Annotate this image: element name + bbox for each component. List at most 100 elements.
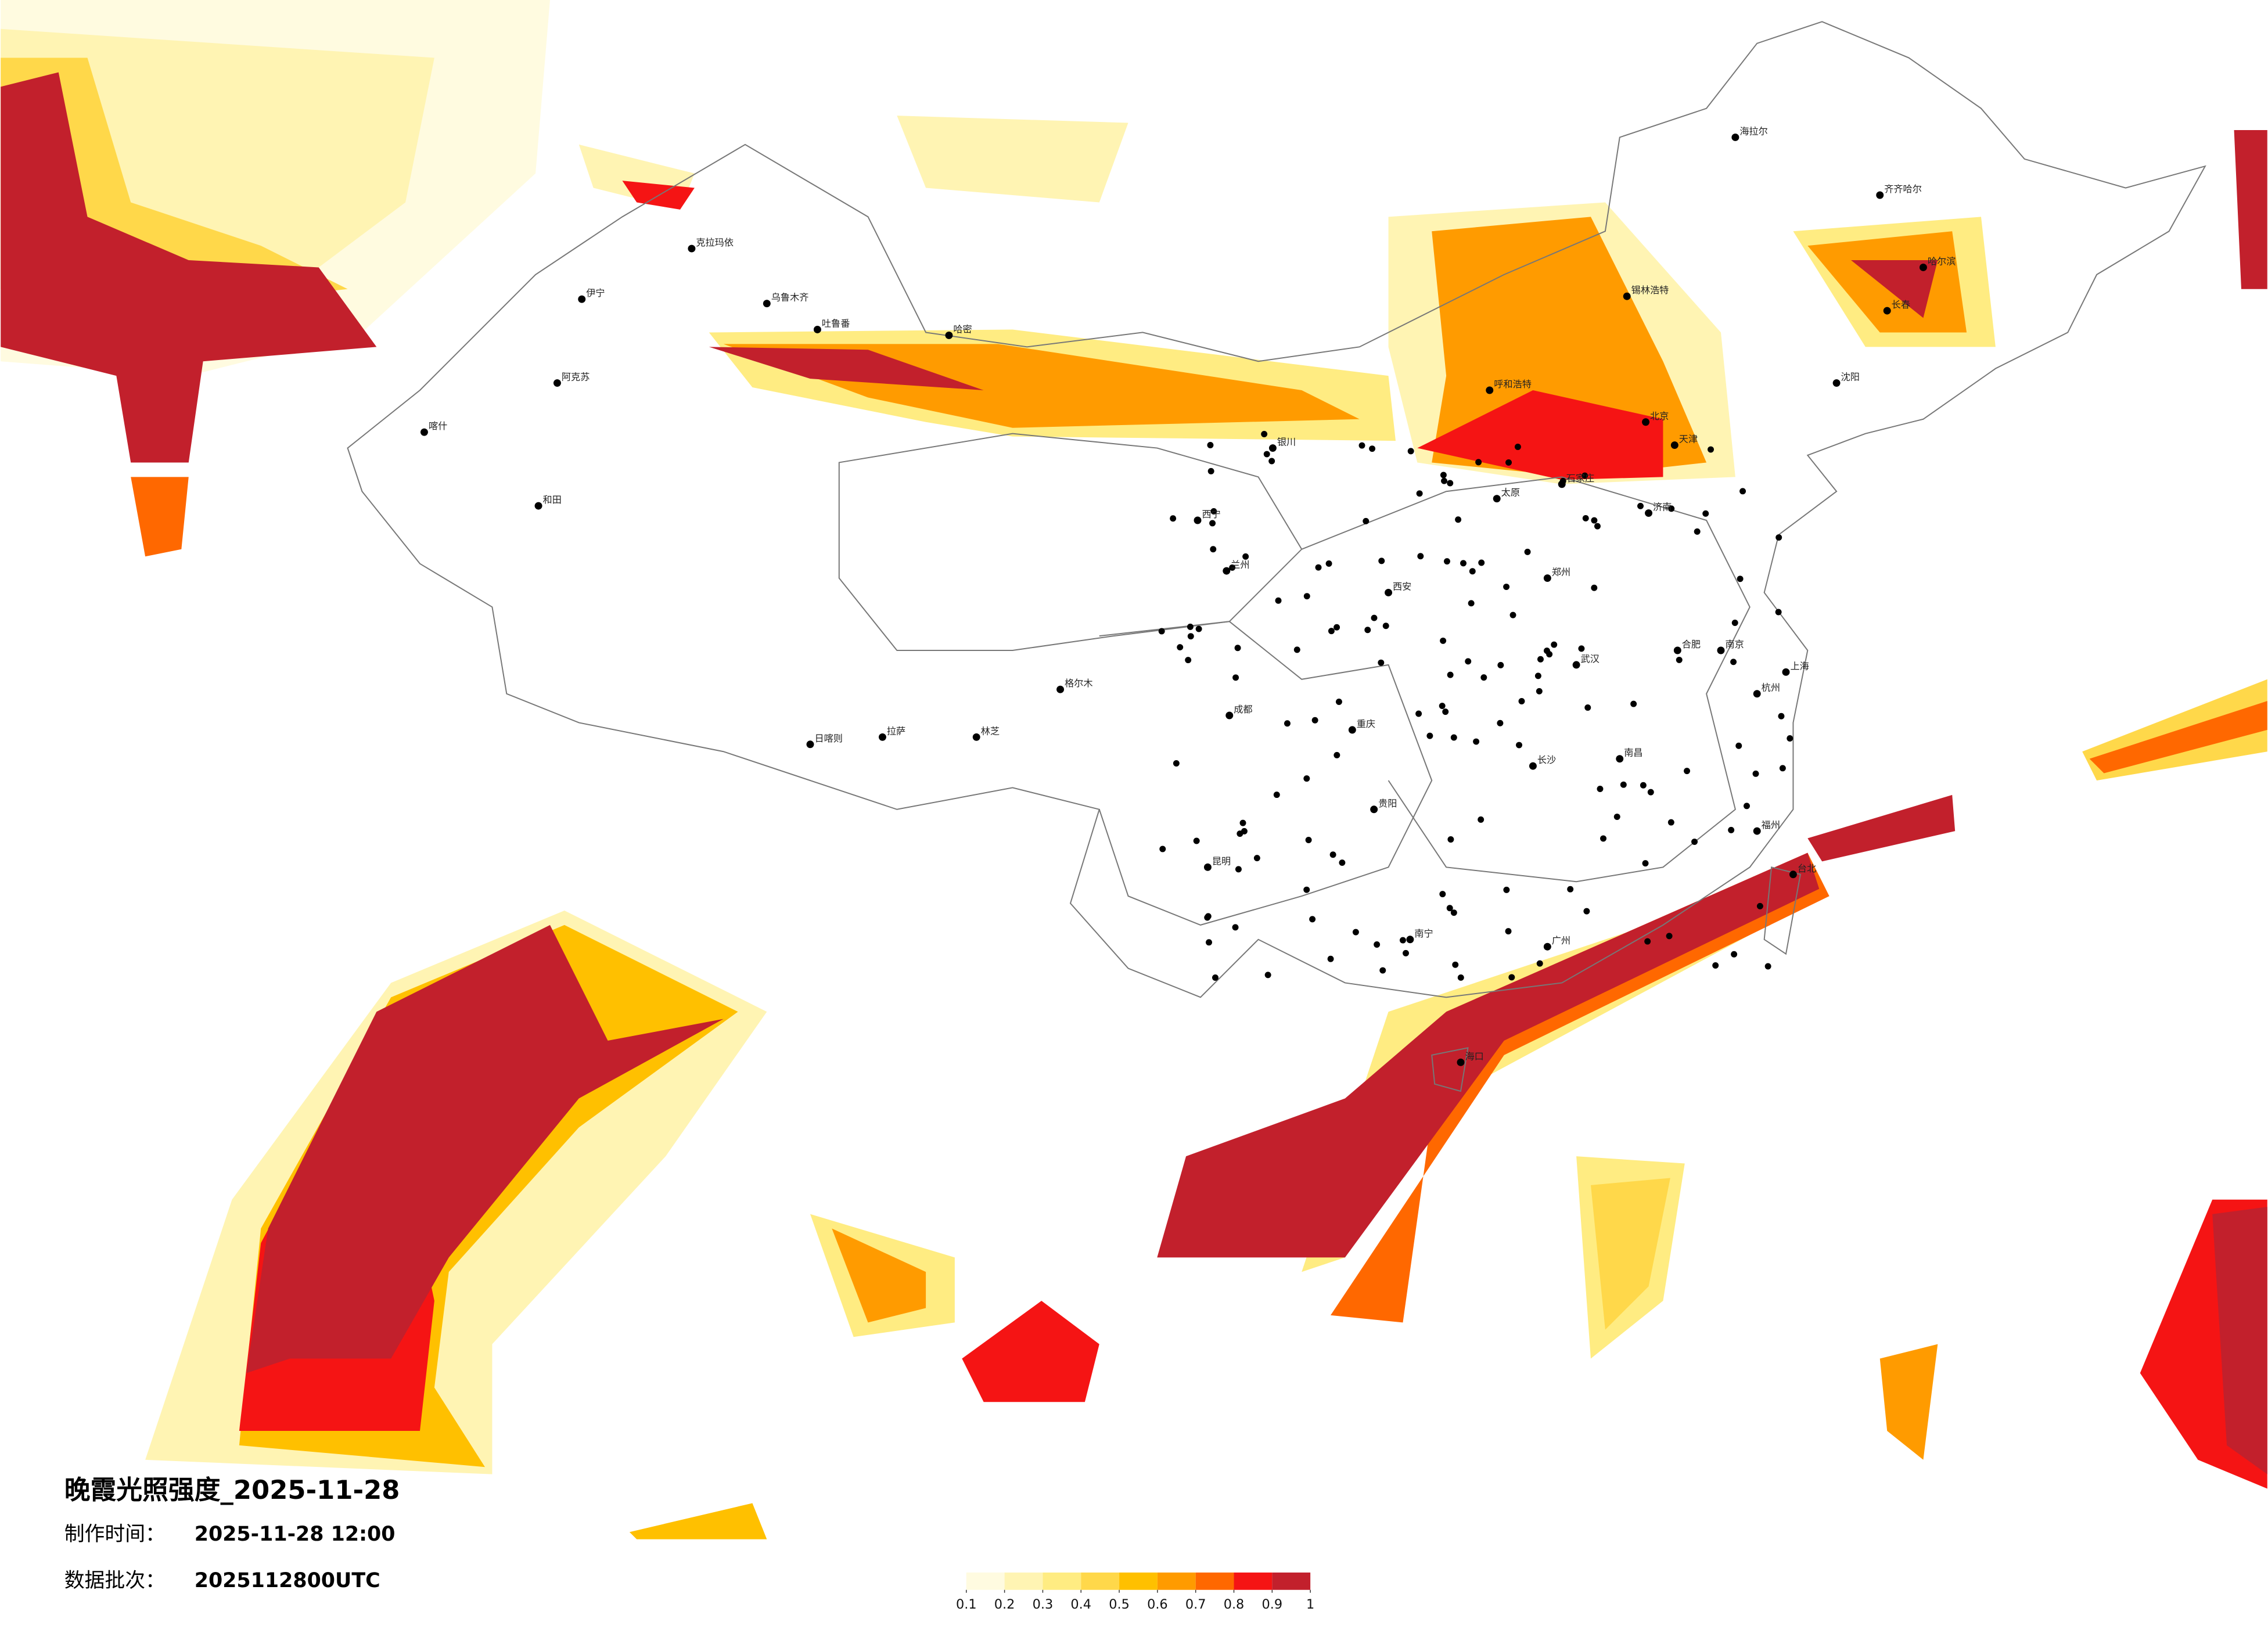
station-dot [1379, 967, 1386, 974]
city-label: 台北 [1798, 863, 1816, 874]
city-label: 拉萨 [887, 725, 905, 736]
tick-label: 0.3 [1033, 1597, 1054, 1612]
city-dot [878, 733, 886, 741]
city-label: 西宁 [1202, 509, 1220, 520]
station-dot [1364, 627, 1371, 634]
color-box [1004, 1572, 1043, 1590]
station-dot [1241, 828, 1248, 834]
city-label: 武汉 [1581, 653, 1600, 664]
heat-field [1, 0, 2267, 1539]
city-dot [688, 244, 696, 253]
station-dot [1480, 674, 1487, 681]
station-dot [1303, 593, 1310, 600]
city-dot [1876, 191, 1884, 199]
station-dot [1212, 974, 1219, 981]
city-label: 太原 [1501, 487, 1520, 498]
station-dot [1261, 431, 1268, 437]
station-dot [1537, 656, 1544, 663]
station-dot [1232, 674, 1239, 681]
city-label: 长沙 [1537, 754, 1556, 765]
color-box [966, 1572, 1005, 1590]
tick-label: 0.9 [1262, 1597, 1283, 1612]
city-dot [578, 295, 586, 303]
city-label: 重庆 [1357, 718, 1375, 729]
city-dot [1883, 307, 1891, 315]
station-dot [1778, 713, 1785, 720]
station-dot [1694, 528, 1701, 535]
boundaries [347, 21, 2206, 1092]
station-dot [1730, 659, 1737, 665]
city-label: 郑州 [1552, 567, 1570, 578]
station-dot [1473, 738, 1480, 745]
station-dot [1207, 467, 1214, 474]
tick-label: 0.5 [1109, 1597, 1130, 1612]
station-dot [1536, 688, 1543, 695]
station-dot [1193, 837, 1200, 844]
station-dot [1239, 819, 1246, 826]
station-dot [1756, 902, 1763, 909]
city-label: 天津 [1679, 434, 1698, 445]
city-dot [1348, 726, 1356, 734]
city-dot [1543, 574, 1551, 582]
city-dot [1203, 863, 1212, 871]
city-label: 和田 [543, 494, 562, 505]
station-dot [1468, 600, 1475, 607]
station-dot [1684, 768, 1691, 775]
station-dot [1630, 700, 1637, 707]
station-dot [1452, 961, 1459, 968]
station-dot [1439, 703, 1446, 710]
station-dot [1210, 508, 1217, 515]
station-dot [1505, 928, 1512, 935]
city-label: 锡林浩特 [1631, 285, 1669, 296]
station-dot [1177, 644, 1184, 651]
station-dot [1242, 553, 1249, 560]
info-value: 2025-11-28 12:00 [195, 1523, 396, 1546]
station-dot [1582, 472, 1588, 479]
station-dot [1475, 459, 1482, 466]
station-dot [1170, 515, 1177, 522]
station-dot [1764, 963, 1771, 970]
city-dot [1789, 870, 1797, 879]
station-dot [1309, 916, 1316, 923]
station-dot [1497, 661, 1504, 668]
station-dot [1543, 647, 1550, 654]
station-dot [1478, 816, 1485, 823]
city-dot [1223, 567, 1231, 575]
station-dot [1731, 619, 1738, 626]
city-label: 昆明 [1212, 855, 1231, 866]
station-dot [1503, 584, 1510, 591]
station-dot [1328, 628, 1335, 635]
city-label: 阿克苏 [562, 372, 590, 383]
station-dot [1775, 609, 1782, 616]
station-dot [1447, 836, 1454, 843]
colorbar: 0.1 0.2 0.3 0.4 0.5 0.6 0.7 0.8 0.9 1 [956, 1572, 1314, 1612]
station-dot [1334, 751, 1340, 758]
city-dot [1731, 133, 1739, 141]
city-dot [1753, 690, 1761, 698]
station-dot [1597, 786, 1604, 792]
station-dot [1374, 941, 1381, 948]
station-dot [1642, 860, 1649, 867]
station-dot [1268, 458, 1275, 465]
station-dot [1505, 459, 1512, 466]
station-dot [1439, 891, 1446, 898]
station-dot [1334, 624, 1340, 631]
city-dot [1385, 588, 1393, 596]
station-dot [1591, 584, 1598, 591]
city-dot [534, 502, 542, 510]
station-dot [1450, 734, 1457, 741]
station-dot [1210, 546, 1217, 553]
city-label: 呼和浩特 [1494, 379, 1532, 390]
color-box [1081, 1572, 1120, 1590]
station-dot [1497, 720, 1504, 726]
city-label: 石家庄 [1566, 473, 1594, 484]
city-label: 克拉玛依 [696, 237, 734, 248]
station-dot [1275, 597, 1282, 604]
station-dot [1469, 568, 1476, 575]
city-dot [1486, 386, 1494, 394]
city-label: 杭州 [1762, 682, 1780, 693]
station-dot [1315, 564, 1322, 571]
station-dot [1446, 905, 1453, 912]
station-dot [1207, 442, 1214, 449]
